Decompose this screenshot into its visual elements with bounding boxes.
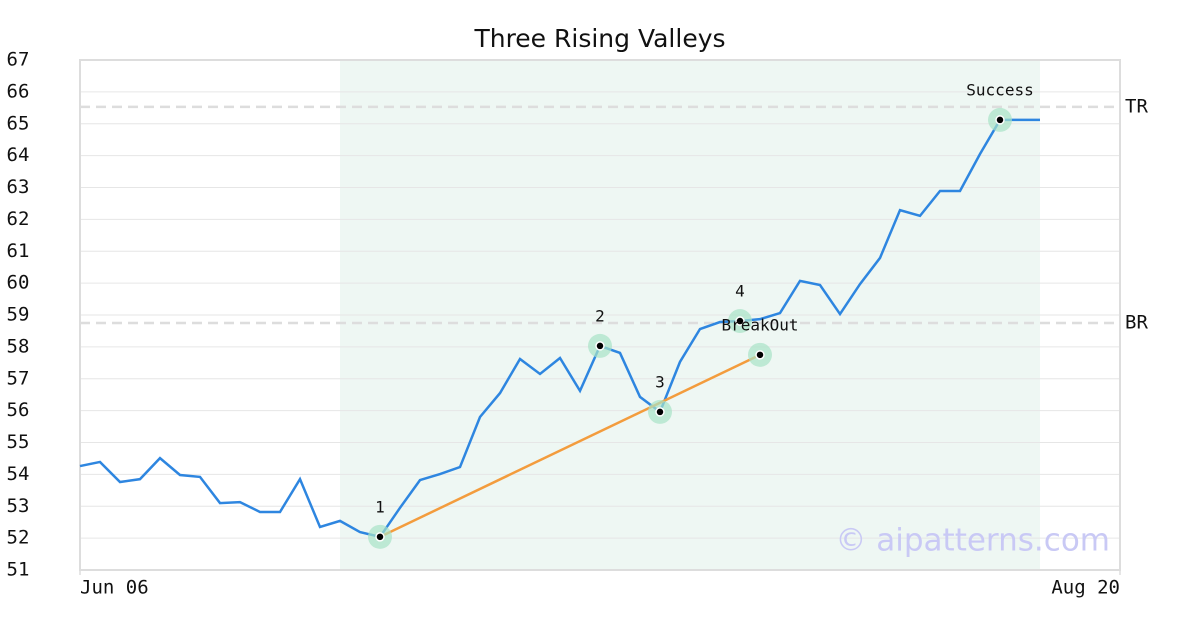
y-tick-label: 54 [7,463,30,485]
pivot-dot [755,350,765,360]
y-tick-label: 62 [7,208,30,230]
y-tick-label: 51 [7,559,30,581]
pivot-dot [735,316,745,326]
y-tick-label: 55 [7,431,30,453]
pivot-label: 4 [735,282,745,301]
y-tick-label: 56 [7,399,30,421]
y-tick-label: 67 [7,49,30,71]
y-tick-label: 59 [7,304,30,326]
y-tick-label: 52 [7,527,30,549]
chart-title: Three Rising Valleys [473,24,725,53]
pivot-label: Success [966,80,1033,99]
pivot-label: 1 [375,497,385,516]
price-line [79,118,1040,539]
level-label: TR [1125,95,1148,117]
x-tick-label: Jun 06 [80,577,149,599]
watermark: © aipatterns.com [835,523,1110,559]
plot-frame [79,59,1121,571]
pivot-dot [375,532,385,542]
y-tick-label: 66 [7,80,30,102]
trend-line [379,353,761,538]
y-tick-label: 65 [7,112,30,134]
pivot-dot [995,115,1005,125]
level-label: BR [1125,311,1148,333]
pivot-dot [595,341,605,351]
y-tick-label: 64 [7,144,30,166]
y-tick-label: 57 [7,367,30,389]
y-tick-label: 63 [7,176,30,198]
pivot-dot [655,407,665,417]
pivot-label: 3 [655,372,665,391]
pivot-label: BreakOut [721,315,798,334]
pivot-label: 2 [595,306,605,325]
y-tick-label: 58 [7,335,30,357]
y-tick-label: 53 [7,495,30,517]
y-tick-label: 60 [7,272,30,294]
y-tick-label: 61 [7,240,30,262]
x-tick-label: Aug 20 [1051,577,1120,599]
